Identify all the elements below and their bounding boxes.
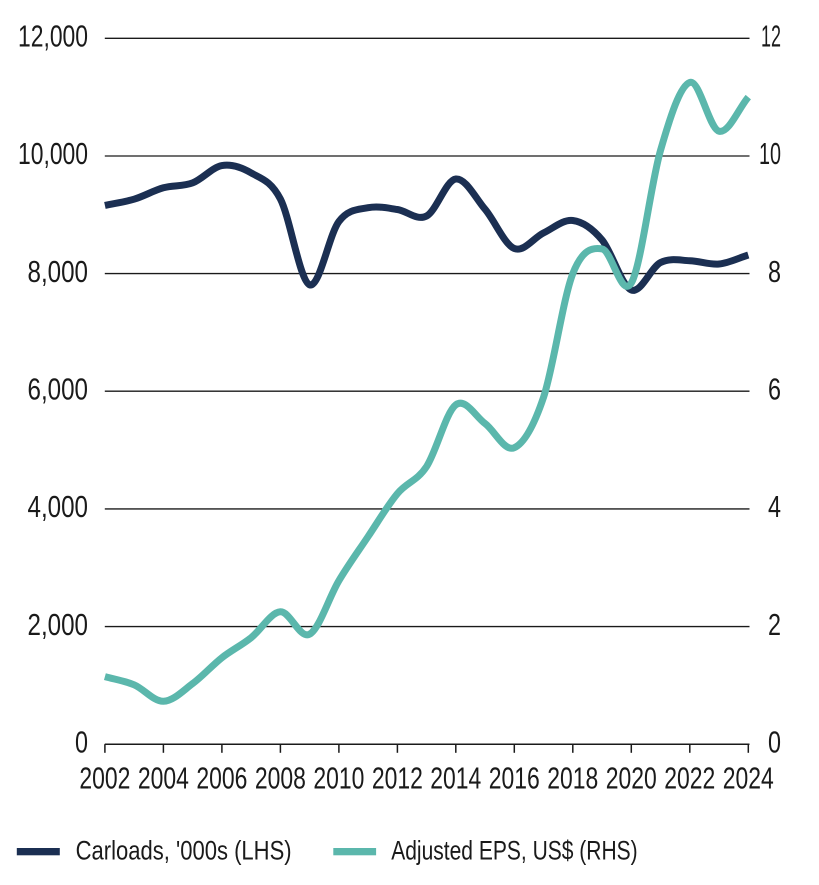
svg-text:Adjusted EPS, US$ (RHS): Adjusted EPS, US$ (RHS) [391, 836, 638, 866]
svg-text:2002: 2002 [79, 763, 130, 796]
svg-text:2010: 2010 [313, 763, 364, 796]
svg-text:8,000: 8,000 [28, 256, 89, 289]
svg-text:10: 10 [759, 138, 781, 171]
svg-text:Carloads, '000s (LHS): Carloads, '000s (LHS) [76, 836, 292, 866]
svg-text:2022: 2022 [664, 763, 715, 796]
svg-text:6: 6 [768, 373, 781, 406]
svg-text:12: 12 [761, 21, 781, 54]
svg-text:2018: 2018 [547, 763, 598, 796]
svg-text:2006: 2006 [196, 763, 247, 796]
svg-text:2012: 2012 [372, 763, 423, 796]
svg-text:2,000: 2,000 [28, 609, 89, 642]
svg-text:2: 2 [768, 609, 781, 642]
svg-text:0: 0 [75, 726, 88, 759]
svg-text:2016: 2016 [489, 763, 540, 796]
svg-text:4,000: 4,000 [28, 491, 89, 524]
svg-text:6,000: 6,000 [28, 373, 89, 406]
svg-text:2004: 2004 [138, 763, 189, 796]
svg-text:12,000: 12,000 [18, 21, 88, 54]
svg-text:10,000: 10,000 [18, 138, 88, 171]
svg-text:0: 0 [768, 726, 781, 759]
svg-text:2020: 2020 [606, 763, 657, 796]
svg-text:8: 8 [768, 256, 781, 289]
svg-text:2014: 2014 [430, 763, 481, 796]
svg-text:2024: 2024 [723, 763, 774, 796]
svg-text:2008: 2008 [255, 763, 306, 796]
svg-text:4: 4 [768, 491, 781, 524]
